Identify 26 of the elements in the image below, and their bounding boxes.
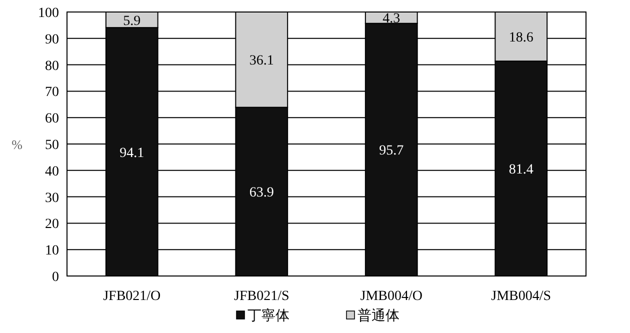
data-label: 81.4 [508, 162, 534, 178]
data-label: 95.7 [379, 144, 404, 159]
x-tick-label: JFB021/O [103, 289, 161, 304]
y-tick-label: 40 [45, 164, 59, 180]
y-tick-label: 30 [45, 190, 59, 206]
data-label: 5.9 [123, 14, 141, 29]
legend-label: 丁寧体 [248, 308, 290, 324]
x-tick-label: JMB004/S [491, 289, 552, 304]
y-tick-label: 60 [45, 112, 59, 127]
x-tick-label: JMB004/O [360, 289, 422, 304]
data-label: 4.3 [382, 12, 400, 27]
y-tick-label: 90 [45, 32, 59, 48]
y-tick-label: 20 [45, 217, 59, 232]
legend-label: 普通体 [358, 307, 400, 324]
data-label: 18.6 [508, 30, 534, 46]
y-tick-label: 70 [45, 85, 59, 100]
data-label: 94.1 [120, 146, 144, 161]
y-tick-label: 50 [45, 138, 59, 153]
x-tick-label: JFB021/S [234, 289, 290, 304]
y-tick-label: 100 [38, 6, 59, 21]
y-axis-title: % [12, 137, 23, 152]
y-tick-label: 10 [45, 244, 59, 259]
data-label: 63.9 [249, 186, 274, 201]
data-label: 36.1 [249, 54, 274, 69]
y-tick-label: 0 [52, 270, 59, 285]
y-tick-label: 80 [45, 58, 59, 74]
